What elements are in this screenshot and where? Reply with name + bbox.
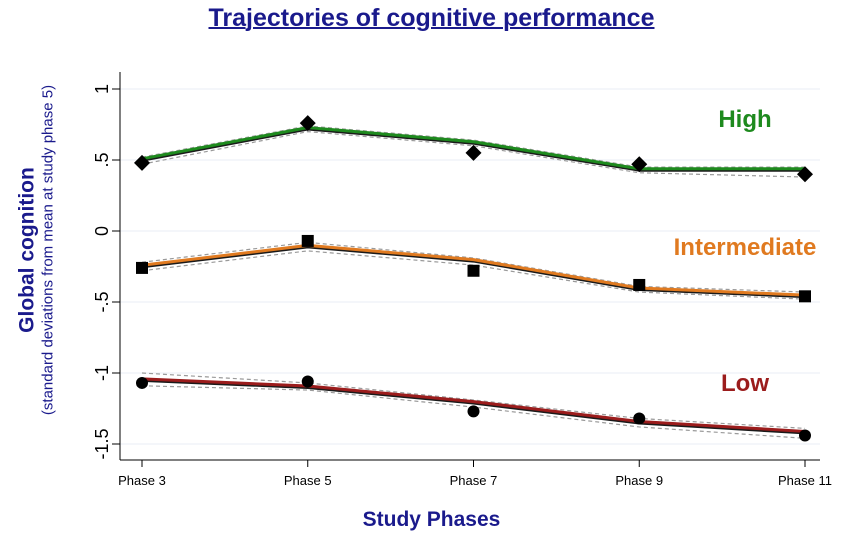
high-ci-upper-line (141, 125, 805, 168)
intermediate-point (136, 261, 148, 274)
high-point (299, 115, 316, 132)
high-point (797, 166, 813, 183)
low-point (301, 375, 314, 388)
chart-title: Trajectories of cognitive performance (208, 4, 655, 32)
low-group-label: Low (721, 370, 769, 397)
high-ci-lower-line (141, 130, 806, 178)
low-ci-upper-line (141, 372, 806, 429)
x-tick-label: Phase 9 (615, 473, 663, 488)
intermediate-point (301, 234, 314, 247)
intermediate-point (633, 278, 646, 291)
y-tick-label: -1 (92, 365, 112, 381)
intermediate-ci-upper-line (141, 241, 806, 293)
x-axis-title: Study Phases (362, 508, 501, 531)
y-tick-label: -1.5 (92, 428, 112, 459)
y-tick-label: -.5 (92, 291, 112, 312)
low-fitted-line (141, 377, 806, 433)
high-point (134, 154, 150, 171)
y-tick-label: 0 (92, 226, 112, 236)
high-point (631, 156, 648, 173)
x-tick-label: Phase 11 (778, 473, 832, 488)
x-tick-label: Phase 7 (450, 473, 498, 488)
low-point (467, 405, 480, 418)
high-fitted-line (141, 126, 805, 171)
y-tick-label: 1 (92, 84, 112, 94)
x-tick-label: Phase 5 (284, 473, 332, 488)
low-point (799, 429, 811, 442)
intermediate-point (799, 290, 811, 303)
intermediate-group-label: Intermediate (674, 234, 817, 261)
high-point (465, 144, 482, 161)
intermediate-point (467, 264, 480, 277)
y-tick-label: .5 (92, 152, 112, 167)
intermediate-fitted-line (141, 243, 806, 297)
intermediate-ci-lower-line (141, 250, 806, 300)
low-point (633, 412, 646, 425)
high-group-label: High (718, 106, 771, 133)
x-tick-label: Phase 3 (118, 473, 166, 488)
low-point (136, 376, 148, 389)
